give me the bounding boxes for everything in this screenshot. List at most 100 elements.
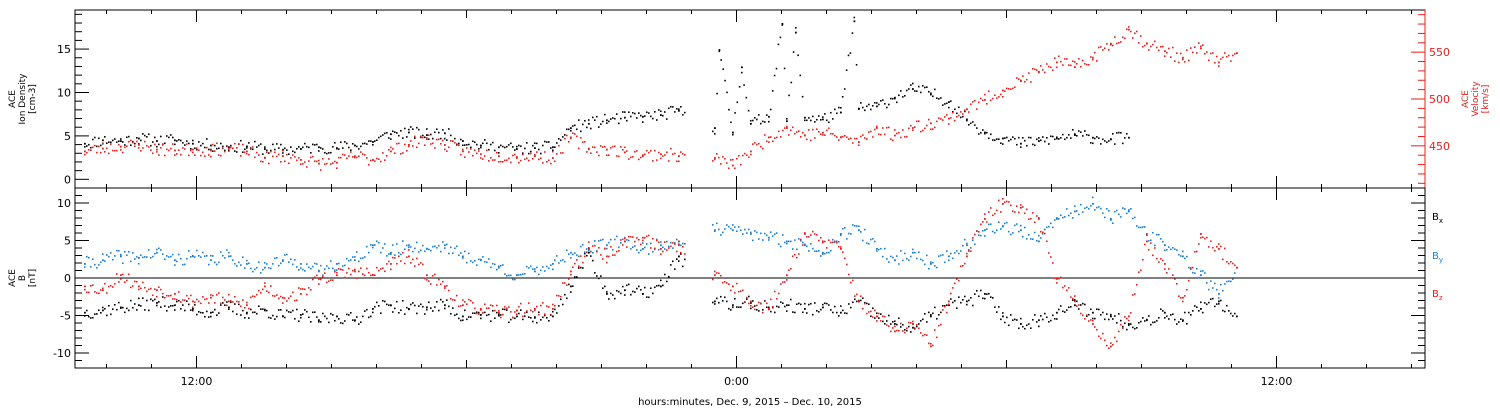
- data-point-velocity: [208, 154, 210, 156]
- data-point-velocity: [744, 152, 746, 155]
- data-point-bz: [622, 244, 624, 246]
- data-point-by: [966, 242, 968, 245]
- data-point-bz: [1044, 232, 1046, 235]
- data-point-bx: [1166, 315, 1168, 318]
- data-point-bx: [330, 312, 332, 315]
- data-point-density: [182, 142, 184, 144]
- data-point-bz: [294, 299, 296, 302]
- data-point-bz: [548, 306, 550, 308]
- data-point-bx: [1068, 306, 1070, 309]
- data-point-velocity: [162, 143, 164, 145]
- data-point-bz: [210, 296, 212, 299]
- data-point-density: [250, 148, 252, 150]
- data-point-bz: [154, 288, 156, 290]
- data-point-bz: [660, 248, 662, 250]
- data-point-bz: [638, 238, 640, 241]
- data-point-velocity: [782, 129, 784, 132]
- data-point-by: [506, 275, 508, 277]
- data-point-bz: [516, 313, 518, 315]
- data-point-velocity: [1014, 86, 1016, 88]
- data-point-bx: [500, 314, 502, 316]
- data-point-bz: [118, 281, 120, 283]
- data-point-bz: [264, 282, 266, 284]
- data-point-density: [184, 144, 186, 146]
- data-point-bz: [1132, 294, 1134, 296]
- data-point-bz: [788, 269, 790, 271]
- data-point-bx: [1036, 321, 1038, 323]
- data-point-by: [800, 239, 802, 242]
- data-point-velocity: [720, 163, 722, 165]
- data-point-bx: [114, 304, 116, 306]
- data-point-bx: [880, 313, 882, 315]
- data-point-bz: [840, 246, 842, 248]
- data-point-velocity: [822, 131, 824, 134]
- data-point-density: [1006, 136, 1008, 139]
- data-point-density: [648, 112, 650, 114]
- data-point-velocity: [846, 136, 848, 138]
- data-point-by: [578, 255, 580, 258]
- data-point-velocity: [96, 151, 98, 154]
- data-point-by: [252, 270, 254, 273]
- data-point-bz: [1128, 319, 1130, 322]
- data-point-velocity: [848, 138, 850, 140]
- data-point-velocity: [1200, 47, 1202, 50]
- data-point-density: [1008, 140, 1010, 142]
- data-point-density: [1032, 143, 1034, 146]
- data-point-velocity: [474, 149, 476, 151]
- data-point-velocity: [1086, 63, 1088, 66]
- data-point-bz: [1134, 293, 1136, 295]
- data-point-by: [212, 255, 214, 257]
- data-point-velocity: [558, 144, 560, 147]
- data-point-bz: [84, 288, 86, 291]
- data-point-density: [1074, 133, 1076, 135]
- data-point-by: [444, 247, 446, 249]
- data-point-bx: [92, 316, 94, 319]
- data-point-density: [626, 119, 628, 122]
- data-point-bz: [682, 246, 684, 248]
- data-point-velocity: [204, 155, 206, 157]
- data-point-bz: [192, 306, 194, 309]
- data-point-velocity: [750, 153, 752, 156]
- data-point-bz: [796, 256, 798, 259]
- data-point-by: [130, 260, 132, 263]
- data-point-velocity: [448, 146, 450, 149]
- data-point-density: [1024, 139, 1026, 142]
- data-point-density: [724, 79, 726, 82]
- data-point-bx: [586, 254, 588, 257]
- data-point-density: [616, 113, 618, 115]
- data-point-density: [1124, 137, 1126, 139]
- axis-label-line: ACE: [1461, 90, 1471, 108]
- data-point-by: [376, 240, 378, 243]
- data-point-by: [530, 265, 532, 268]
- data-point-bz: [354, 268, 356, 271]
- data-point-velocity: [550, 162, 552, 165]
- data-point-velocity: [890, 138, 892, 140]
- data-point-velocity: [496, 152, 498, 154]
- data-point-bz: [562, 282, 564, 284]
- data-point-bx: [678, 255, 680, 258]
- data-point-bz: [574, 262, 576, 265]
- data-point-density: [94, 136, 96, 139]
- data-point-bz: [442, 280, 444, 283]
- data-point-bz: [1124, 316, 1126, 318]
- data-point-bx: [250, 308, 252, 311]
- data-point-bz: [460, 305, 462, 307]
- data-point-density: [882, 99, 884, 101]
- data-point-by: [1092, 196, 1094, 199]
- data-point-velocity: [1222, 56, 1224, 59]
- data-point-bz: [630, 236, 632, 238]
- data-point-velocity: [762, 147, 764, 150]
- data-point-density: [1014, 137, 1016, 140]
- data-point-bx: [366, 308, 368, 311]
- data-point-bz: [596, 250, 598, 253]
- data-point-density: [840, 107, 842, 109]
- axis-label-line: [nT]: [28, 269, 38, 287]
- data-point-by: [260, 272, 262, 274]
- data-point-bz: [1136, 284, 1138, 286]
- data-point-velocity: [580, 137, 582, 139]
- data-point-bx: [408, 308, 410, 310]
- data-point-density: [462, 144, 464, 147]
- data-point-velocity: [336, 161, 338, 164]
- data-point-bz: [462, 304, 464, 307]
